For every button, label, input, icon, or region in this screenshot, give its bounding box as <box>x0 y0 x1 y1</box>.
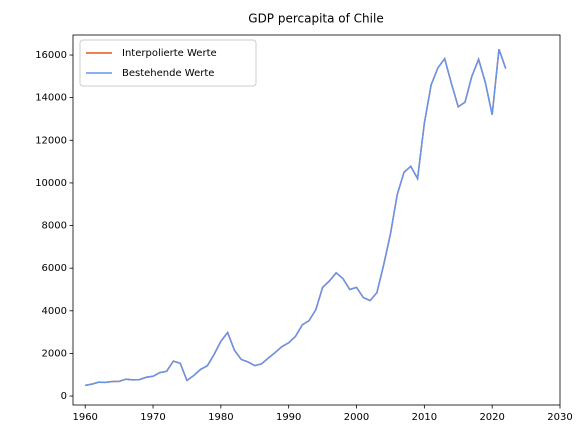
x-tick-label: 1960 <box>72 412 97 423</box>
chart-title: GDP percapita of Chile <box>248 12 383 26</box>
series-line <box>85 49 507 387</box>
y-tick-label: 0 <box>61 391 67 402</box>
x-tick-label: 2030 <box>547 412 572 423</box>
y-tick-label: 8000 <box>42 221 67 232</box>
x-tick-label: 1980 <box>208 412 233 423</box>
x-tick-label: 2010 <box>412 412 437 423</box>
legend-label: Interpolierte Werte <box>122 48 217 59</box>
y-tick-label: 14000 <box>35 93 67 104</box>
y-tick-label: 6000 <box>42 263 67 274</box>
x-tick-label: 2000 <box>344 412 369 423</box>
x-tick-label: 1970 <box>140 412 165 423</box>
y-tick-label: 12000 <box>35 135 67 146</box>
plot-frame <box>72 34 561 406</box>
x-tick-label: 1990 <box>276 412 301 423</box>
y-tick-label: 4000 <box>42 306 67 317</box>
legend-label: Bestehende Werte <box>122 68 214 79</box>
legend-box <box>79 39 257 87</box>
y-tick-label: 2000 <box>42 348 67 359</box>
x-tick-label: 2020 <box>479 412 504 423</box>
y-tick-label: 16000 <box>35 50 67 61</box>
y-tick-label: 10000 <box>35 178 67 189</box>
